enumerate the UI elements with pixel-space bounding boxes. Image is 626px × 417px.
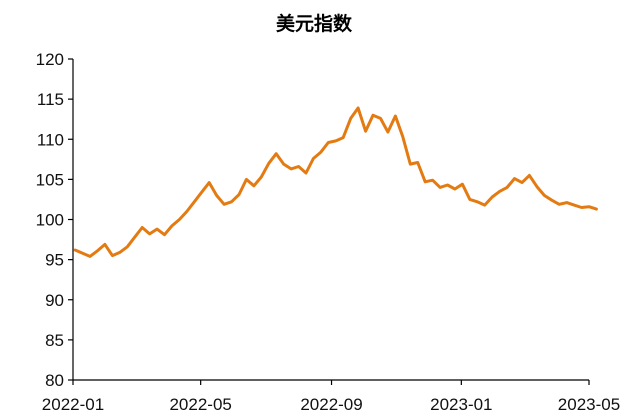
y-tick-label: 115: [37, 90, 64, 109]
y-tick-label: 100: [36, 211, 64, 230]
y-tick-label: 110: [37, 130, 64, 149]
x-axis-ticks: 2022-01 2022-05 2022-09 2023-01 2023-05: [42, 380, 620, 414]
y-tick-label: 120: [36, 50, 64, 69]
x-tick-label: 2023-05: [558, 395, 620, 414]
x-tick-label: 2022-05: [169, 395, 231, 414]
x-tick-label: 2023-01: [430, 395, 492, 414]
dollar-index-line: [75, 108, 596, 256]
y-tick-label: 85: [45, 331, 64, 350]
y-tick-label: 90: [45, 291, 64, 310]
y-axis-ticks: 80 85 90 95 100 105 110 115 120: [36, 50, 73, 390]
x-tick-label: 2022-01: [42, 395, 104, 414]
chart-title: 美元指数: [276, 12, 353, 35]
x-tick-label: 2022-09: [300, 395, 362, 414]
y-tick-label: 95: [45, 251, 64, 270]
y-tick-label: 105: [36, 170, 64, 189]
y-tick-label: 80: [45, 371, 64, 390]
